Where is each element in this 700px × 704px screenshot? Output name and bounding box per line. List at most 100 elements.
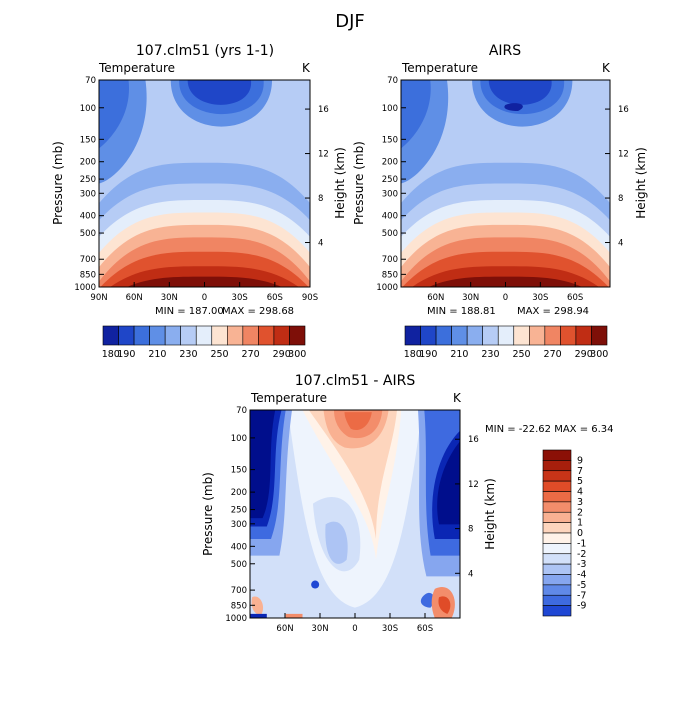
colorbar-swatch [560, 325, 577, 346]
height-tick-label: 4 [318, 239, 323, 249]
colorbar-label: 190 [419, 349, 437, 360]
colorbar-label: 270 [242, 349, 260, 360]
latitude-tick-label: 30N [462, 293, 479, 303]
pressure-tick-label: 70 [236, 406, 247, 416]
contour-band [127, 276, 282, 287]
latitude-tick-label: 90S [302, 293, 318, 303]
pressure-tick-label: 150 [382, 135, 398, 145]
latitude-tick-label: 60N [427, 293, 444, 303]
colorbar-swatch [133, 325, 150, 346]
colorbar-swatch [542, 460, 572, 472]
colorbar-swatch [435, 325, 452, 346]
diff-contour-field [250, 410, 460, 618]
obs-min-label: MIN = 188.81 [427, 306, 496, 317]
pressure-tick-label: 150 [80, 135, 96, 145]
pressure-tick-label: 150 [231, 466, 247, 476]
model-variable-label: Temperature [98, 61, 175, 75]
obs-units-label: K [602, 61, 611, 75]
contour-band [308, 410, 397, 539]
colorbar-label: 290 [575, 349, 593, 360]
obs-latitude-ticks: 60N 30N 0 30S 60S [427, 282, 583, 303]
contour-band [250, 410, 276, 519]
model-latitude-ticks: 90N 60N 30N 0 30S 60S 90S [90, 282, 318, 303]
colorbar-label: 180 [404, 349, 422, 360]
colorbar-swatch [451, 325, 468, 346]
contour-band [401, 80, 431, 149]
colorbar-label: 300 [288, 349, 306, 360]
colorbar-swatch [542, 563, 572, 575]
diff-panel-title: 107.clm51 - AIRS [295, 373, 416, 389]
colorbar-swatch [513, 325, 530, 346]
obs-panel-title: AIRS [489, 43, 521, 59]
colorbar-label: 210 [148, 349, 166, 360]
colorbar-label: 7 [577, 466, 583, 477]
colorbar-label: -3 [577, 559, 586, 570]
pressure-tick-label: 70 [85, 76, 96, 86]
contour-band [187, 80, 252, 105]
pressure-tick-label: 700 [80, 255, 96, 265]
latitude-tick-label: 60S [267, 293, 283, 303]
pressure-tick-label: 100 [80, 104, 96, 114]
colorbar-swatch [180, 325, 197, 346]
contour-band [437, 441, 460, 525]
pressure-tick-label: 400 [80, 212, 96, 222]
colorbar-swatch [258, 325, 275, 346]
diff-variable-label: Temperature [250, 391, 327, 405]
latitude-tick-label: 0 [352, 624, 357, 634]
latitude-tick-label: 30S [382, 624, 398, 634]
height-tick-label: 12 [468, 480, 479, 490]
latitude-tick-label: 60N [276, 624, 293, 634]
pressure-tick-label: 200 [382, 158, 398, 168]
colorbar-swatch [273, 325, 290, 346]
contour-band [325, 521, 348, 564]
latitude-tick-label: 90N [90, 293, 107, 303]
colorbar-swatch [195, 325, 213, 346]
diff-y-axis-label: Pressure (mb) [201, 472, 215, 556]
model-y2-axis-label: Height (km) [333, 147, 347, 218]
colorbar-label: 230 [481, 349, 499, 360]
colorbar-swatch [542, 553, 572, 565]
pressure-tick-label: 400 [382, 212, 398, 222]
colorbar-label: -9 [577, 601, 586, 612]
height-tick-label: 12 [318, 150, 329, 160]
colorbar-label: 5 [577, 476, 583, 487]
pressure-tick-label: 100 [382, 104, 398, 114]
latitude-tick-label: 30S [532, 293, 548, 303]
model-height-ticks: 16 12 8 4 [305, 105, 329, 249]
colorbar-swatch [420, 325, 437, 346]
colorbar-label: 4 [577, 487, 583, 498]
colorbar-label: 300 [590, 349, 608, 360]
colorbar-label: -4 [577, 570, 586, 581]
colorbar-label: 250 [210, 349, 228, 360]
latitude-tick-label: 0 [503, 293, 508, 303]
figure-title: DJF [335, 11, 365, 32]
colorbar-swatch [542, 605, 572, 617]
obs-contour-field [401, 80, 610, 287]
colorbar-label: 190 [117, 349, 135, 360]
contour-band [438, 596, 451, 614]
colorbar-swatch [542, 470, 572, 482]
diff-latitude-ticks: 60N 30N 0 30S 60S [276, 613, 433, 634]
pressure-tick-label: 500 [231, 560, 247, 570]
obs-y-axis-label: Pressure (mb) [352, 141, 366, 225]
diff-panel: 107.clm51 - AIRS Temperature K 701001502… [201, 373, 614, 634]
latitude-tick-label: 60N [126, 293, 143, 303]
height-tick-label: 8 [318, 194, 323, 204]
height-tick-label: 16 [468, 435, 479, 445]
pressure-tick-label: 200 [80, 158, 96, 168]
model-contour-field [99, 80, 310, 287]
model-pressure-ticks: 70 100 150 200 250 300 400 500 700 850 1000 [74, 76, 104, 293]
colorbar-swatch [118, 325, 135, 346]
colorbar-label: 180 [102, 349, 120, 360]
colorbar-label: -2 [577, 549, 586, 560]
pressure-tick-label: 500 [80, 229, 96, 239]
colorbar-swatch [404, 325, 421, 346]
model-units-label: K [302, 61, 311, 75]
height-tick-label: 16 [318, 105, 329, 115]
pressure-tick-label: 250 [231, 506, 247, 516]
colorbar-swatch [242, 325, 259, 346]
diff-y2-axis-label: Height (km) [483, 478, 497, 549]
pressure-tick-label: 300 [382, 189, 398, 199]
colorbar-swatch [542, 449, 572, 461]
